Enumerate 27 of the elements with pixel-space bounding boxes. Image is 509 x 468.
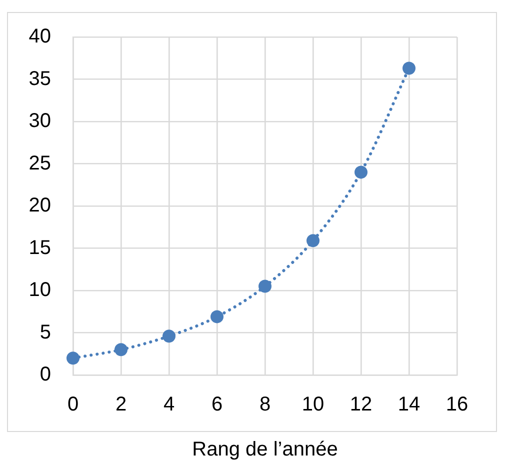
x-tick-label: 16 bbox=[446, 394, 468, 416]
y-tick-label: 0 bbox=[40, 364, 51, 386]
point bbox=[210, 310, 224, 324]
x-tick-label: 0 bbox=[67, 394, 79, 416]
y-tick-label: 15 bbox=[28, 236, 51, 259]
x-tick-label: 10 bbox=[302, 394, 324, 416]
point bbox=[354, 166, 368, 179]
point bbox=[114, 343, 128, 356]
point bbox=[162, 330, 176, 343]
x-tick-label: 2 bbox=[115, 394, 127, 416]
x-tick-label: 14 bbox=[398, 394, 420, 416]
point bbox=[258, 280, 272, 293]
x-tick-label: 6 bbox=[211, 394, 223, 416]
x-tick-label: 8 bbox=[259, 394, 271, 416]
y-tick-label: 30 bbox=[28, 110, 51, 132]
y-tick-label: 20 bbox=[28, 194, 51, 217]
y-tick-label: 25 bbox=[28, 152, 51, 174]
point bbox=[402, 62, 416, 75]
y-tick-label: 5 bbox=[40, 321, 51, 344]
x-axis-title: Rang de l’année bbox=[192, 438, 338, 461]
y-tick-label: 10 bbox=[28, 279, 51, 302]
y-tick-label: 40 bbox=[28, 26, 51, 48]
x-tick-label: 12 bbox=[350, 394, 372, 416]
y-tick-label: 35 bbox=[28, 68, 51, 90]
x-tick-label: 4 bbox=[163, 394, 175, 416]
point bbox=[306, 234, 320, 248]
point bbox=[66, 352, 80, 365]
